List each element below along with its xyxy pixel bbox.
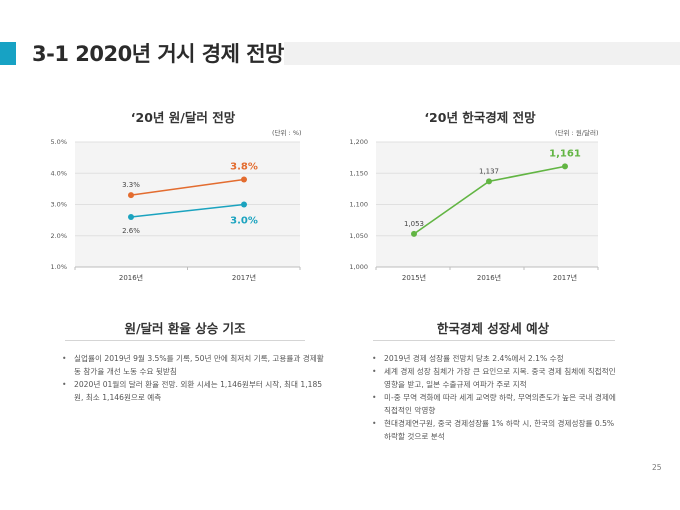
x-tick-label: 2016년 xyxy=(119,273,143,282)
y-tick-label: 1,000 xyxy=(349,263,368,271)
series-teal-point xyxy=(128,214,134,220)
y-tick-label: 1,050 xyxy=(349,232,368,240)
x-tick-label: 2017년 xyxy=(553,273,577,282)
y-tick-label: 1.0% xyxy=(50,263,67,271)
series-green-point xyxy=(486,178,492,185)
series-green-point xyxy=(411,230,417,237)
series-orange-point xyxy=(241,176,247,183)
section-growth-title: 한국경제 성장세 예상 xyxy=(436,321,550,336)
page-title: 3-1 2020년 거시 경제 전망 xyxy=(32,42,284,66)
chart-exchange-title: ‘20년 원/달러 전망 xyxy=(130,110,236,125)
y-tick-label: 2.0% xyxy=(50,232,67,240)
chart-korea-economy-title: ‘20년 한국경제 전망 xyxy=(424,110,536,125)
title-accent-block xyxy=(0,42,16,65)
x-tick-label: 2017년 xyxy=(232,273,256,282)
data-label: 3.8% xyxy=(230,162,258,173)
title-bar-decoration xyxy=(284,42,680,65)
section-growth-divider xyxy=(373,340,615,341)
chart-korea-economy-unit: (단위 : 원/달러) xyxy=(555,129,599,137)
x-tick-label: 2016년 xyxy=(477,273,501,282)
data-label: 1,053 xyxy=(404,220,424,228)
y-tick-label: 1,150 xyxy=(349,169,368,177)
data-label: 3.0% xyxy=(230,216,258,227)
bullet-item: 2020년 01월의 달러 환율 전망. 외환 시세는 1,146원부터 시작,… xyxy=(62,378,324,404)
section-exchange-bullets: 실업률이 2019년 9월 3.5%를 기록, 50년 만에 최저치 기록, 고… xyxy=(62,352,324,404)
series-orange-line xyxy=(130,178,245,196)
y-tick-label: 4.0% xyxy=(50,169,67,177)
data-label: 2.6% xyxy=(122,227,140,235)
data-label: 1,161 xyxy=(549,148,581,159)
data-label: 1,137 xyxy=(479,167,499,175)
section-exchange-title: 원/달러 환율 상승 기조 xyxy=(124,321,246,336)
section-growth-bullets: 2019년 경제 성장률 전망치 당초 2.4%에서 2.1% 수정 세계 경제… xyxy=(372,352,622,443)
y-tick-label: 5.0% xyxy=(50,138,67,146)
y-tick-label: 1,200 xyxy=(349,138,368,146)
series-teal-line xyxy=(130,203,245,218)
bullet-item: 실업률이 2019년 9월 3.5%를 기록, 50년 만에 최저치 기록, 고… xyxy=(62,352,324,378)
y-tick-label: 3.0% xyxy=(50,201,67,209)
chart-exchange-unit: (단위 : %) xyxy=(272,129,302,137)
x-tick-label: 2015년 xyxy=(402,273,426,282)
bullet-item: 현대경제연구원, 중국 경제성장률 1% 하락 시, 한국의 경제성장률 0.5… xyxy=(372,417,622,443)
section-exchange-divider xyxy=(65,340,305,341)
series-green-point xyxy=(562,163,568,170)
page-number: 25 xyxy=(652,463,662,472)
bullet-item: 세계 경제 성장 침체가 가장 큰 요인으로 지목. 중국 경제 침체에 직접적… xyxy=(372,365,622,391)
bullet-item: 미-중 무역 격화에 따라 세계 교역량 하락, 무역의존도가 높은 국내 경제… xyxy=(372,391,622,417)
series-teal-point xyxy=(241,201,247,208)
data-label: 3.3% xyxy=(122,181,140,189)
series-orange-point xyxy=(128,192,134,199)
y-tick-label: 1,100 xyxy=(349,201,368,209)
bullet-item: 2019년 경제 성장률 전망치 당초 2.4%에서 2.1% 수정 xyxy=(372,352,622,365)
